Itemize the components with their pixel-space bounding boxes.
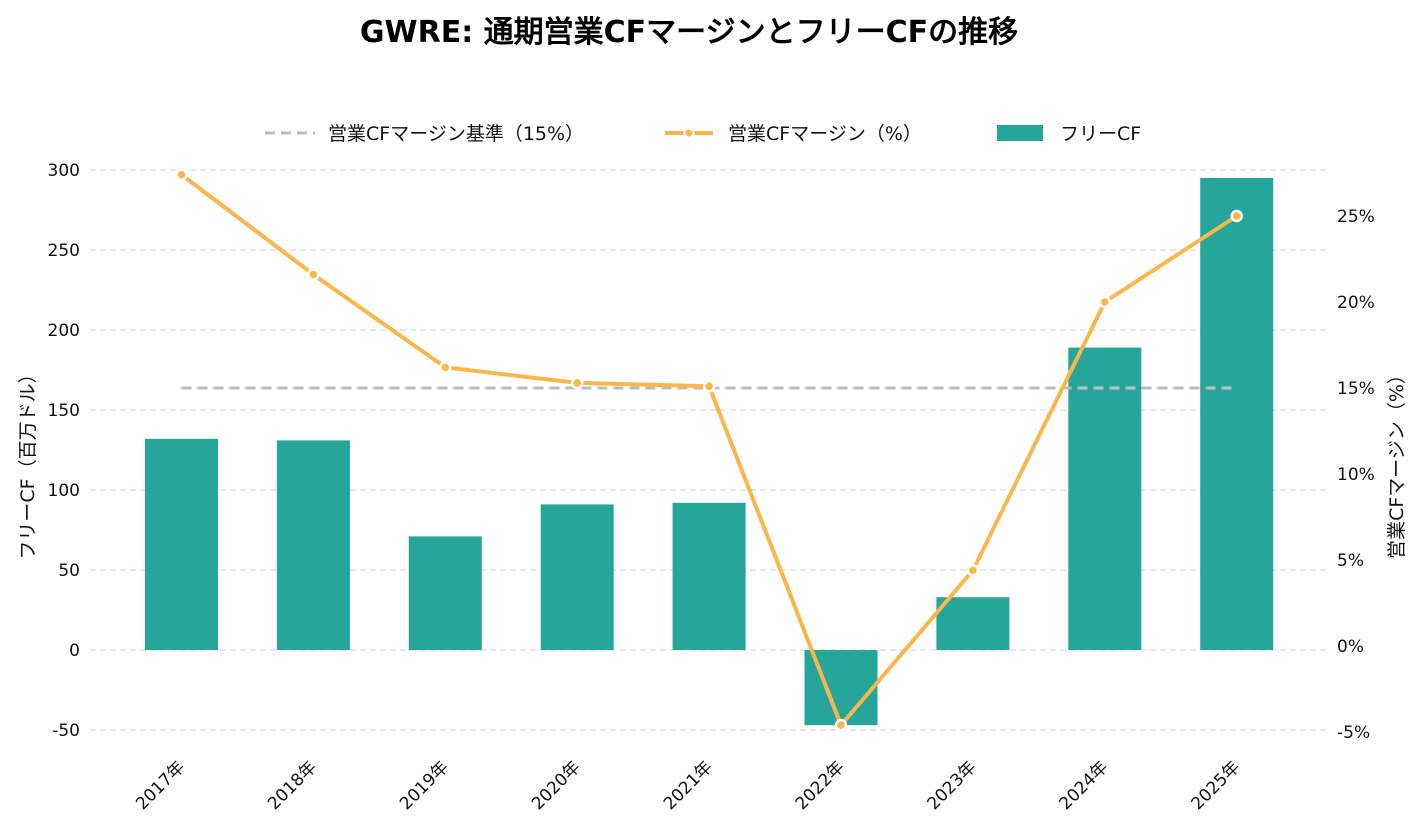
y-tick-left: -50 (52, 721, 80, 741)
bar-free-cf (936, 597, 1010, 650)
y-axis-label-left: フリーCF（百万ドル） (17, 364, 39, 559)
legend: 営業CFマージン基準（15%） 営業CFマージン（%） フリーCF (265, 123, 1141, 145)
y-tick-right: 25% (1337, 207, 1375, 227)
y-tick-left: 300 (48, 161, 80, 181)
y-tick-left: 0 (69, 641, 80, 661)
y-tick-right: -5% (1337, 723, 1370, 743)
y-tick-left: 50 (58, 561, 80, 581)
chart-title: GWRE: 通期営業CFマージンとフリーCFの推移 (360, 15, 1018, 50)
point-operating-cf-margin (439, 361, 452, 374)
point-operating-cf-margin (1230, 209, 1243, 223)
x-tick-label: 2017年 (132, 757, 189, 814)
legend-label-reference: 営業CFマージン基準（15%） (328, 123, 584, 145)
x-tick-label: 2021年 (660, 757, 717, 814)
y-tick-right: 5% (1337, 551, 1364, 571)
point-operating-cf-margin (702, 380, 716, 393)
legend-swatch-free-cf (997, 125, 1043, 141)
line-series (175, 168, 1243, 732)
y-tick-right: 0% (1337, 637, 1364, 657)
bar-free-cf (408, 536, 482, 650)
x-tick-label: 2023年 (924, 757, 981, 814)
left-axis-ticks: -50 0 50 100 150 200 250 300 (48, 161, 80, 741)
bar-free-cf (145, 438, 218, 650)
point-operating-cf-margin (307, 268, 320, 281)
x-tick-label: 2019年 (396, 757, 453, 814)
y-tick-left: 200 (48, 321, 80, 341)
y-tick-left: 100 (48, 481, 80, 501)
point-operating-cf-margin (834, 718, 848, 732)
bar-free-cf (276, 440, 350, 650)
legend-marker-margin (683, 127, 695, 139)
bar-free-cf (540, 504, 614, 650)
x-axis-ticks: 2017年 2018年 2019年 2020年 2021年 2022年 2023年 2024年… (132, 757, 1244, 814)
bar-free-cf (1068, 347, 1142, 650)
bar-free-cf (1200, 178, 1274, 650)
legend-label-free-cf: フリーCF (1060, 123, 1141, 145)
right-axis-ticks: -5% 0% 5% 10% 15% 20% 25% (1337, 207, 1375, 743)
point-operating-cf-margin (966, 564, 980, 577)
x-tick-label: 2025年 (1187, 757, 1244, 814)
point-operating-cf-margin (1098, 295, 1112, 309)
point-operating-cf-margin (570, 376, 584, 390)
y-tick-left: 150 (48, 401, 80, 421)
x-tick-label: 2022年 (792, 757, 849, 814)
x-tick-label: 2024年 (1056, 757, 1113, 814)
x-tick-label: 2020年 (528, 757, 585, 814)
bar-series (145, 178, 1274, 726)
point-operating-cf-margin (175, 168, 188, 181)
y-axis-label-right: 営業CFマージン（%） (1386, 365, 1408, 559)
y-tick-right: 15% (1337, 379, 1375, 399)
y-tick-right: 10% (1337, 465, 1375, 485)
bar-free-cf (672, 502, 746, 650)
y-tick-left: 250 (48, 241, 80, 261)
y-tick-right: 20% (1337, 293, 1375, 313)
x-tick-label: 2018年 (264, 757, 321, 814)
legend-label-margin: 営業CFマージン（%） (728, 123, 922, 145)
